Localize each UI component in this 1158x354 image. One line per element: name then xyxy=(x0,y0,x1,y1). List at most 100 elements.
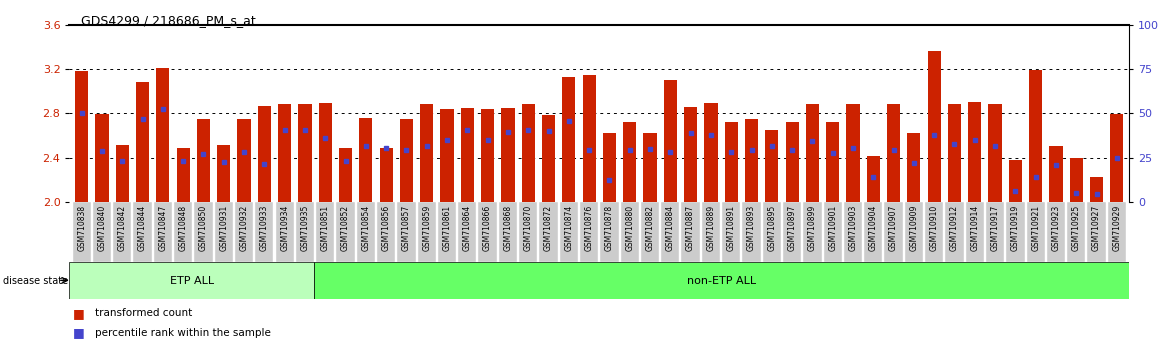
FancyBboxPatch shape xyxy=(357,202,375,262)
Text: percentile rank within the sample: percentile rank within the sample xyxy=(95,328,271,338)
Bar xyxy=(197,119,210,202)
FancyBboxPatch shape xyxy=(1047,202,1065,262)
Text: GSM710893: GSM710893 xyxy=(747,205,756,251)
FancyBboxPatch shape xyxy=(1006,202,1025,262)
FancyBboxPatch shape xyxy=(661,202,680,262)
Bar xyxy=(603,133,616,202)
FancyBboxPatch shape xyxy=(276,202,294,262)
Text: GSM710935: GSM710935 xyxy=(300,205,309,251)
Text: GSM710842: GSM710842 xyxy=(118,205,126,251)
FancyBboxPatch shape xyxy=(783,202,801,262)
Text: ■: ■ xyxy=(73,307,85,320)
Bar xyxy=(237,119,250,202)
Text: GSM710844: GSM710844 xyxy=(138,205,147,251)
Text: GSM710866: GSM710866 xyxy=(483,205,492,251)
Bar xyxy=(420,104,433,202)
Text: GSM710904: GSM710904 xyxy=(868,205,878,251)
Text: GSM710903: GSM710903 xyxy=(849,205,857,251)
Text: GSM710848: GSM710848 xyxy=(178,205,188,251)
Bar xyxy=(542,115,555,202)
FancyBboxPatch shape xyxy=(133,202,152,262)
Text: GDS4299 / 218686_PM_s_at: GDS4299 / 218686_PM_s_at xyxy=(81,14,256,27)
FancyBboxPatch shape xyxy=(174,202,192,262)
Bar xyxy=(826,122,840,202)
FancyBboxPatch shape xyxy=(459,202,476,262)
Text: GSM710929: GSM710929 xyxy=(1113,205,1121,251)
Text: GSM710840: GSM710840 xyxy=(97,205,107,251)
FancyBboxPatch shape xyxy=(1068,202,1085,262)
Bar xyxy=(69,262,314,299)
FancyBboxPatch shape xyxy=(600,202,618,262)
FancyBboxPatch shape xyxy=(378,202,395,262)
Bar xyxy=(299,104,312,202)
Bar xyxy=(745,119,758,202)
Bar xyxy=(563,77,576,202)
Bar xyxy=(135,82,149,202)
FancyBboxPatch shape xyxy=(1108,202,1126,262)
Text: GSM710895: GSM710895 xyxy=(768,205,776,251)
Text: GSM710907: GSM710907 xyxy=(889,205,899,251)
Text: GSM710914: GSM710914 xyxy=(970,205,980,251)
FancyBboxPatch shape xyxy=(478,202,497,262)
Text: GSM710927: GSM710927 xyxy=(1092,205,1101,251)
Bar xyxy=(1090,177,1104,202)
Text: GSM710884: GSM710884 xyxy=(666,205,675,251)
FancyBboxPatch shape xyxy=(742,202,761,262)
Bar xyxy=(1029,70,1042,202)
Bar xyxy=(989,104,1002,202)
Text: GSM710912: GSM710912 xyxy=(950,205,959,251)
FancyBboxPatch shape xyxy=(681,202,699,262)
Bar xyxy=(278,104,292,202)
Text: GSM710861: GSM710861 xyxy=(442,205,452,251)
FancyBboxPatch shape xyxy=(904,202,923,262)
FancyBboxPatch shape xyxy=(499,202,518,262)
Bar xyxy=(156,68,169,202)
Bar xyxy=(95,114,109,202)
FancyBboxPatch shape xyxy=(337,202,354,262)
Bar xyxy=(116,145,129,202)
Text: GSM710882: GSM710882 xyxy=(645,205,654,251)
Bar xyxy=(318,103,332,202)
Text: GSM710934: GSM710934 xyxy=(280,205,290,251)
Bar xyxy=(481,109,494,202)
FancyBboxPatch shape xyxy=(864,202,882,262)
Text: GSM710921: GSM710921 xyxy=(1031,205,1040,251)
Text: GSM710880: GSM710880 xyxy=(625,205,635,251)
Text: GSM710854: GSM710854 xyxy=(361,205,371,251)
FancyBboxPatch shape xyxy=(235,202,254,262)
Bar xyxy=(176,148,190,202)
Text: GSM710857: GSM710857 xyxy=(402,205,411,251)
Bar xyxy=(1009,160,1023,202)
FancyBboxPatch shape xyxy=(73,202,90,262)
Text: GSM710852: GSM710852 xyxy=(342,205,350,251)
FancyBboxPatch shape xyxy=(723,202,740,262)
FancyBboxPatch shape xyxy=(885,202,903,262)
Bar xyxy=(582,75,595,202)
FancyBboxPatch shape xyxy=(93,202,111,262)
Text: non-ETP ALL: non-ETP ALL xyxy=(687,275,756,286)
FancyBboxPatch shape xyxy=(844,202,862,262)
FancyBboxPatch shape xyxy=(418,202,435,262)
Text: GSM710850: GSM710850 xyxy=(199,205,208,251)
Text: GSM710932: GSM710932 xyxy=(240,205,249,251)
Bar xyxy=(928,51,940,202)
Bar xyxy=(907,133,921,202)
Bar xyxy=(339,148,352,202)
Text: GSM710923: GSM710923 xyxy=(1051,205,1061,251)
Bar xyxy=(1049,147,1063,202)
Bar xyxy=(623,122,636,202)
Text: GSM710838: GSM710838 xyxy=(78,205,86,251)
Text: GSM710889: GSM710889 xyxy=(706,205,716,251)
Bar xyxy=(968,102,981,202)
Bar xyxy=(644,133,657,202)
FancyBboxPatch shape xyxy=(113,202,131,262)
Text: GSM710868: GSM710868 xyxy=(504,205,513,251)
FancyBboxPatch shape xyxy=(804,202,821,262)
Bar xyxy=(521,104,535,202)
Bar xyxy=(440,109,454,202)
Bar xyxy=(866,156,880,202)
FancyBboxPatch shape xyxy=(540,202,558,262)
Text: GSM710874: GSM710874 xyxy=(564,205,573,251)
FancyBboxPatch shape xyxy=(214,202,233,262)
Bar xyxy=(684,107,697,202)
